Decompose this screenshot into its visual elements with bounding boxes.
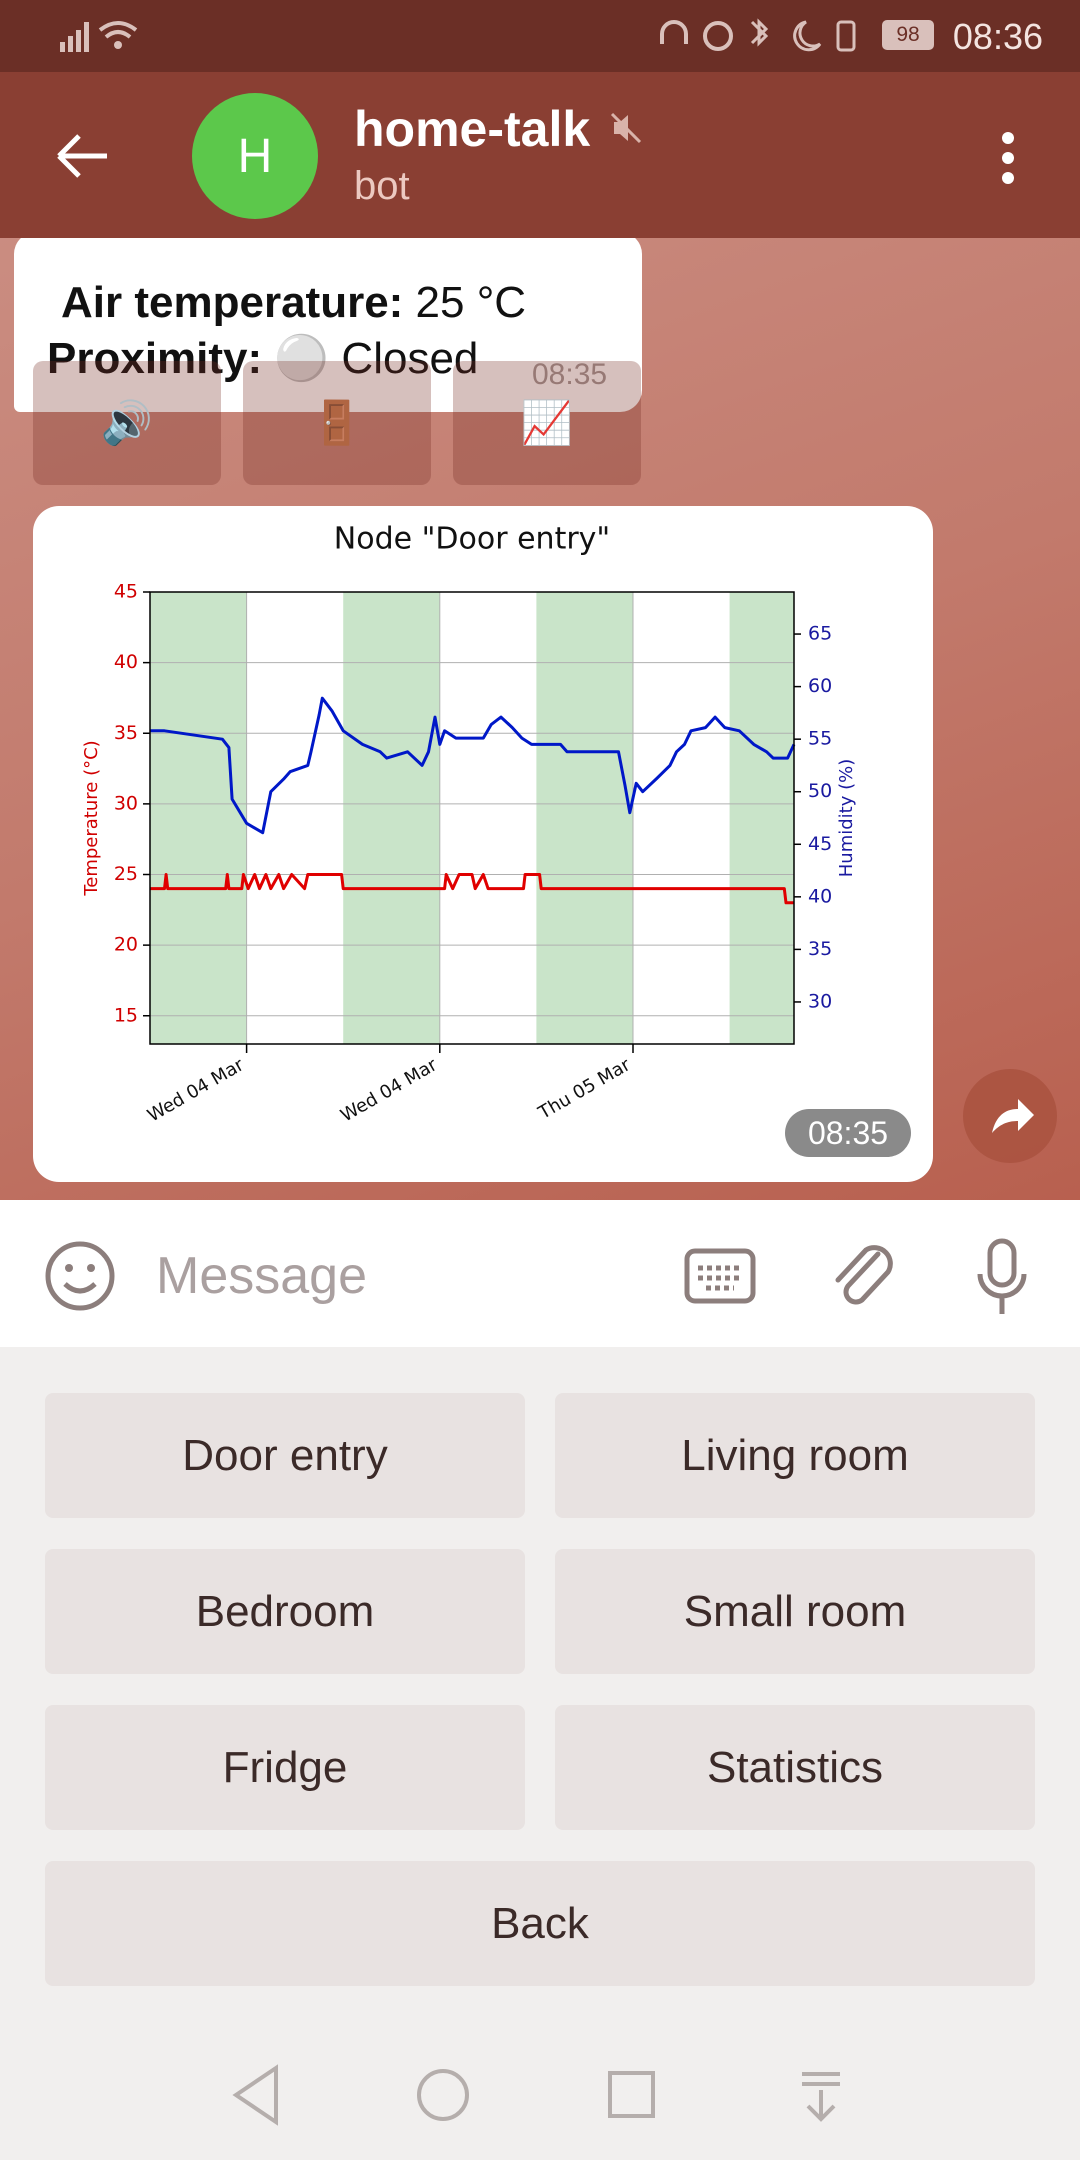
mic-button[interactable] [972, 1238, 1032, 1318]
shaded-span [150, 592, 247, 1044]
x-tick-label: Thu 05 Mar [534, 1054, 634, 1124]
emoji-button[interactable] [44, 1240, 116, 1312]
mute-icon [610, 112, 642, 144]
keyboard-button[interactable]: Back [45, 1861, 1035, 1986]
shaded-span [536, 592, 633, 1044]
keyboard-button[interactable]: Door entry [45, 1393, 525, 1518]
signal-icons [60, 21, 138, 52]
nav-notifications[interactable] [802, 2072, 840, 2122]
chat-header: H home-talk bot [0, 72, 1080, 238]
data-line [150, 696, 796, 835]
share-button[interactable] [962, 1069, 1058, 1165]
plot-frame [149, 591, 795, 1045]
message-line: Air temperature: 25 °C [61, 278, 526, 328]
inline-button[interactable]: 🚪 [243, 361, 431, 485]
chart-title: Node "Door entry" [334, 522, 610, 557]
data-line [150, 873, 794, 905]
y2-tick-label: 55 [808, 728, 832, 750]
menu-button[interactable] [996, 130, 1020, 186]
y2-tick-label: 60 [808, 675, 832, 697]
navigation-bar [232, 2064, 840, 2126]
label: Air temperature: [61, 278, 404, 327]
nav-back[interactable] [232, 2064, 278, 2126]
shaded-span [343, 592, 440, 1044]
chat-area: Air temperature: 25 °C Proximity: ⚪ Clos… [0, 72, 1080, 1200]
value: ⚪ Closed [274, 334, 479, 383]
y-tick-label: 20 [114, 934, 138, 956]
label: Proximity: [47, 334, 263, 383]
keyboard-button[interactable]: Fridge [45, 1705, 525, 1830]
y2-tick-label: 50 [808, 780, 832, 802]
y-tick-label: 45 [114, 581, 138, 603]
photo-time: 08:35 [785, 1109, 911, 1157]
y-tick-label: 35 [114, 722, 138, 744]
status-bar: 98 08:36 [0, 0, 1080, 72]
y2-tick-label: 45 [808, 833, 832, 855]
y-tick-label: 15 [114, 1004, 138, 1026]
plot-background [150, 592, 794, 1044]
message-bubble: Air temperature: 25 °C Proximity: ⚪ Clos… [14, 232, 642, 412]
inline-button[interactable]: 🔊 [33, 361, 221, 485]
y-tick-label: 30 [114, 792, 138, 814]
nav-recents[interactable] [608, 2071, 655, 2118]
back-button[interactable] [55, 132, 111, 180]
y-axis-label: Temperature (°C) [81, 740, 102, 896]
attach-button[interactable] [830, 1240, 896, 1316]
y2-tick-label: 40 [808, 885, 832, 907]
y2-axis-label: Humidity (%) [836, 759, 857, 878]
avatar[interactable]: H [192, 93, 318, 219]
keyboard-button[interactable]: Bedroom [45, 1549, 525, 1674]
keyboard-button[interactable]: Small room [555, 1549, 1035, 1674]
chat-subtitle: bot [354, 164, 410, 208]
x-tick-label: Wed 04 Mar [144, 1054, 248, 1126]
x-tick-label: Wed 04 Mar [337, 1054, 441, 1126]
message-time: 08:35 [532, 358, 608, 391]
nav-home[interactable] [417, 2069, 469, 2121]
chart: Node "Door entry" 15 20 25 30 35 40 45 30 35 40 45 5… [81, 522, 857, 1127]
y2-tick-label: 65 [808, 623, 832, 645]
input-bar: Message [0, 1200, 1080, 1347]
message-line: Proximity: ⚪ Closed [47, 332, 478, 384]
keyboard-button[interactable] [684, 1248, 756, 1304]
y-tick-label: 40 [114, 651, 138, 673]
battery: 98 [882, 20, 934, 50]
y2-tick-label: 30 [808, 990, 832, 1012]
message-input[interactable]: Message [156, 1247, 367, 1305]
inline-button[interactable]: 📈 [453, 361, 641, 485]
keyboard-button[interactable]: Living room [555, 1393, 1035, 1518]
shaded-span [729, 592, 794, 1044]
chat-title[interactable]: home-talk [354, 101, 591, 157]
y2-tick-label: 35 [808, 938, 832, 960]
keyboard-button[interactable]: Statistics [555, 1705, 1035, 1830]
y-tick-label: 25 [114, 863, 138, 885]
value: 25 °C [415, 278, 527, 327]
photo-message[interactable]: Node "Door entry" 15 20 25 30 35 40 45 30 35 40 45 5… [33, 506, 933, 1182]
clock: 08:36 [952, 16, 1043, 57]
status-icons [660, 18, 856, 52]
